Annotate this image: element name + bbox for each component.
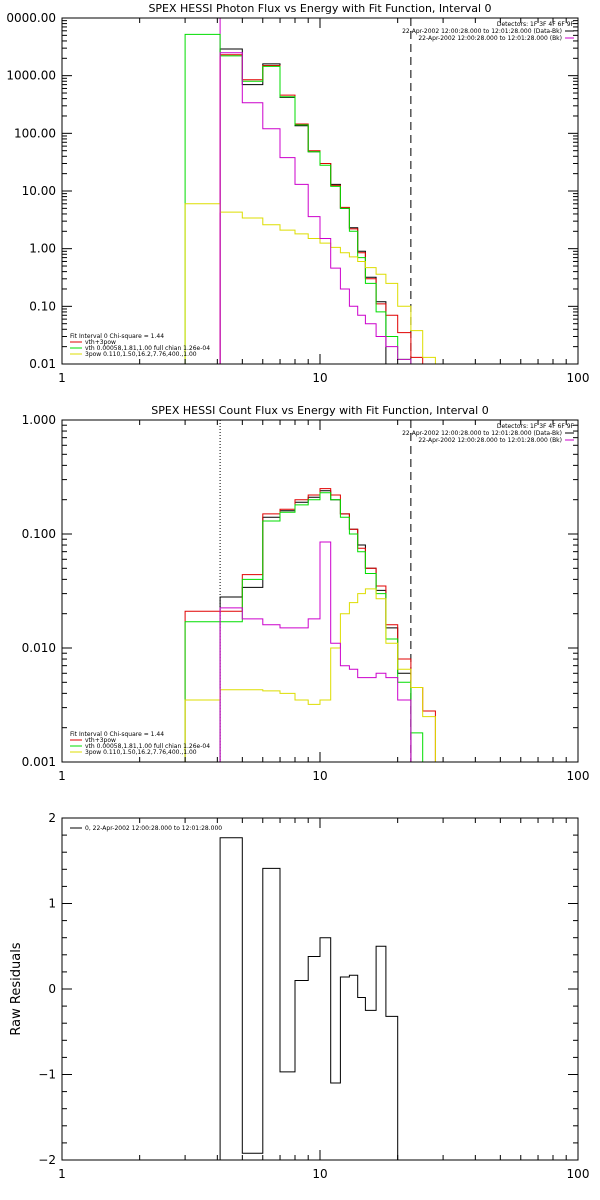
legend-header: Fit Interval 0 Chi-square = 1.44 [70,333,164,340]
chart-panel-2: SPEX HESSI Count Flux vs Energy with Fit… [22,404,590,783]
series-line-1 [219,837,399,1160]
chart-panel-3: Raw Residuals 1 10 100 −2 −1 0 1 2 0, 22-Apr-2002… [9,811,589,1181]
legend: 0, 22-Apr-2002 12:00:28.000 to 12:01:28.… [70,825,222,832]
series-line-2 [219,54,424,364]
series-line-4 [184,203,436,364]
chart-title: SPEX HESSI Photon Flux vs Energy with Fi… [148,2,491,15]
x-tick-label: 1 [58,769,66,783]
info-line-3: 22-Apr-2002 12:00:28.000 to 12:01:28.000… [418,437,562,444]
x-axis: 1 10 100 [58,420,589,783]
y-axis: 0.01 0.10 1.00 10.00 100.00 1000.00 0000.00 [6,11,578,371]
x-tick-label: 100 [567,371,590,385]
y-tick-label: −1 [38,1068,56,1082]
series-line-1 [219,490,412,762]
y-tick-label: 1000.00 [6,69,56,83]
chart-title: SPEX HESSI Count Flux vs Energy with Fit… [151,404,488,417]
legend-item-1: 0, 22-Apr-2002 12:00:28.000 to 12:01:28.… [85,825,222,832]
y-tick-label: 1.00 [29,242,56,256]
y-tick-label: 0.100 [22,527,56,541]
y-axis: −2 −1 0 1 2 [38,811,578,1167]
legend-item-2: vth 0.00058,1.81,1.00 full chian 1.26e-0… [85,345,210,352]
legend-item-3: 3pow 0.110,1.50,16.2,7.76,400.,1.00 [85,351,197,358]
y-tick-label: 0 [48,982,56,996]
x-tick-label: 1 [58,1167,66,1181]
legend-item-1: vth+3pow [85,737,116,744]
plot-area [219,837,399,1160]
x-axis: 1 10 100 [58,818,589,1181]
y-tick-label: −2 [38,1153,56,1167]
y-tick-label: 1.000 [22,413,56,427]
y-tick-label: 2 [48,811,56,825]
legend: Fit Interval 0 Chi-square = 1.44vth+3pow… [70,731,210,756]
legend-item-2: vth 0.00058,1.81,1.00 full chian 1.26e-0… [85,743,210,750]
x-tick-label: 100 [567,1167,590,1181]
series-line-3 [184,33,412,364]
y-tick-label: 100.00 [14,126,56,140]
info-line-3: 22-Apr-2002 12:00:28.000 to 12:01:28.000… [418,35,562,42]
x-tick-label: 100 [567,769,590,783]
plot-frame [61,817,579,1161]
y-tick-label: 0.010 [22,641,56,655]
plot-frame [61,17,579,365]
series-line-5 [219,52,412,364]
chart-panel-1: SPEX HESSI Photon Flux vs Energy with Fi… [6,2,589,385]
y-tick-label: 10.00 [22,184,56,198]
legend-item-1: vth+3pow [85,339,116,346]
series-line-5 [219,541,412,762]
x-tick-label: 10 [312,1167,327,1181]
series-line-1 [219,48,387,364]
y-tick-label: 0.001 [22,755,56,769]
legend-item-3: 3pow 0.110,1.50,16.2,7.76,400.,1.00 [85,749,197,756]
x-tick-label: 1 [58,371,66,385]
y-tick-label: 1 [48,897,56,911]
info-line-1: Detectors: 1F 3F 4F 6F 9F [497,21,575,28]
y-axis: 0.001 0.010 0.100 1.000 [22,413,578,769]
info-line-2: 22-Apr-2002 12:00:28.000 to 12:01:28.000… [402,430,562,437]
legend: Fit Interval 0 Chi-square = 1.44vth+3pow… [70,333,210,358]
info-line-2: 22-Apr-2002 12:00:28.000 to 12:01:28.000… [402,28,562,35]
x-tick-label: 10 [312,371,327,385]
x-axis: 1 10 100 [58,18,589,385]
plot-area [184,420,436,762]
y-tick-label: 0.10 [29,299,56,313]
series-line-2 [184,488,436,762]
plot-area [184,18,436,364]
legend-header: Fit Interval 0 Chi-square = 1.44 [70,731,164,738]
y-tick-label: 0000.00 [6,11,56,25]
x-tick-label: 10 [312,769,327,783]
y-axis-label: Raw Residuals [9,942,24,1035]
series-line-3 [184,492,424,762]
info-line-1: Detectors: 1F 3F 4F 6F 9F [497,423,575,430]
series-line-4 [184,588,436,762]
y-tick-label: 0.01 [29,357,56,371]
